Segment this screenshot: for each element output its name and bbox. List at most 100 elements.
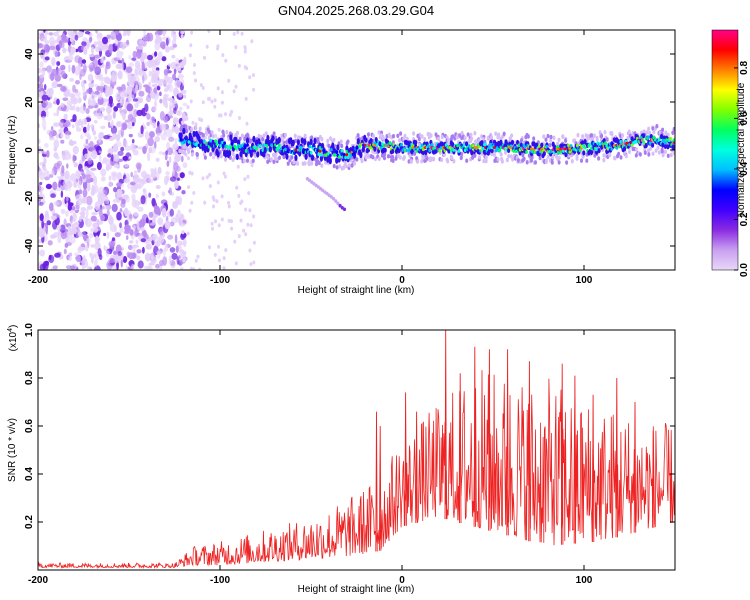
signal-core — [600, 144, 604, 150]
signal-halo — [626, 135, 630, 141]
signal-halo — [556, 141, 560, 147]
noise-blob — [39, 249, 45, 257]
noise-blob — [77, 180, 82, 190]
noise-blob — [122, 256, 128, 263]
signal-core — [336, 144, 340, 151]
noise-blob — [85, 139, 89, 144]
noise-blob — [159, 91, 162, 97]
noise-blob — [174, 180, 179, 189]
secondary-blob — [332, 197, 336, 201]
signal-halo — [403, 133, 407, 139]
signal-mid — [634, 140, 638, 144]
noise-blob — [91, 184, 95, 193]
noise-blob — [129, 213, 133, 220]
noise-speckle — [250, 39, 254, 44]
noise-blob — [114, 39, 119, 47]
noise-blob — [56, 98, 60, 106]
noise-blob — [167, 234, 174, 240]
signal-core — [593, 142, 597, 148]
noise-blob — [105, 87, 112, 96]
noise-blob — [164, 76, 169, 85]
noise-blob — [163, 115, 169, 123]
noise-blob — [175, 245, 179, 253]
signal-mid — [498, 148, 502, 153]
noise-blob — [44, 56, 50, 61]
noise-blob — [146, 32, 151, 42]
signal-halo — [339, 139, 343, 144]
noise-blob — [86, 182, 91, 192]
signal-halo — [211, 134, 215, 139]
signal-halo — [209, 152, 213, 157]
noise-blob — [92, 130, 97, 136]
noise-blob — [167, 111, 172, 117]
noise-blob — [108, 181, 113, 188]
signal-halo — [664, 130, 668, 135]
snr-spike — [506, 349, 509, 536]
signal-halo — [398, 155, 402, 160]
signal-mid — [413, 147, 416, 151]
signal-halo — [294, 138, 298, 143]
noise-blob — [151, 214, 158, 219]
noise-blob — [122, 155, 129, 161]
signal-core — [356, 138, 360, 145]
noise-speckle — [181, 30, 185, 35]
signal-mid — [427, 144, 430, 148]
noise-blob — [127, 113, 134, 121]
noise-blob — [60, 70, 66, 79]
noise-blob — [142, 188, 147, 193]
noise-blob — [83, 46, 88, 55]
signal-halo — [669, 152, 673, 158]
noise-blob — [54, 50, 58, 58]
noise-blob — [50, 170, 55, 176]
signal-mid — [471, 144, 475, 148]
noise-blob — [128, 97, 132, 103]
noise-blob — [117, 150, 124, 156]
noise-blob — [106, 209, 110, 217]
snr-spike — [591, 394, 595, 543]
noise-blob — [100, 107, 106, 112]
noise-blob — [134, 84, 138, 94]
noise-blob — [173, 161, 179, 172]
noise-speckle — [239, 218, 243, 223]
colorbar-label: Normalized spectral amplitude — [736, 82, 747, 217]
signal-halo — [634, 147, 638, 152]
signal-core — [228, 150, 232, 157]
noise-blob — [158, 227, 164, 236]
signal-halo — [253, 153, 257, 159]
noise-blob — [148, 253, 155, 259]
signal-mid — [428, 148, 432, 153]
noise-blob — [114, 154, 120, 162]
noise-speckle — [201, 176, 205, 181]
noise-blob — [106, 114, 113, 122]
signal-halo — [661, 152, 665, 158]
signal-halo — [269, 157, 273, 162]
noise-blob — [60, 169, 65, 177]
noise-speckle — [224, 248, 228, 253]
noise-speckle — [217, 258, 221, 263]
noise-blob — [158, 37, 162, 42]
signal-halo — [183, 150, 187, 156]
snr-axes: -200 -100 0 100 0.2 0.4 0.6 0.8 1.0 — [24, 323, 675, 586]
noise-blob — [86, 127, 90, 131]
noise-blob — [154, 42, 161, 51]
signal-halo — [210, 130, 214, 135]
noise-speckle — [199, 83, 203, 88]
signal-core — [540, 142, 544, 148]
signal-core — [440, 141, 444, 147]
colorbar-tick-label: 0.8 — [739, 61, 750, 75]
noise-speckle — [183, 94, 187, 99]
signal-halo — [195, 151, 199, 157]
noise-blob — [174, 137, 178, 145]
noise-blob — [158, 151, 164, 155]
y-tick-label: 0 — [24, 147, 35, 153]
signal-mid — [615, 146, 619, 150]
signal-halo — [469, 132, 473, 138]
noise-blob — [116, 86, 123, 91]
signal-core — [296, 139, 300, 146]
noise-blob — [160, 133, 167, 141]
noise-speckle — [234, 84, 238, 89]
signal-core — [300, 137, 304, 144]
noise-blob — [60, 86, 67, 92]
signal-core — [465, 141, 469, 147]
signal-mid — [567, 143, 570, 148]
